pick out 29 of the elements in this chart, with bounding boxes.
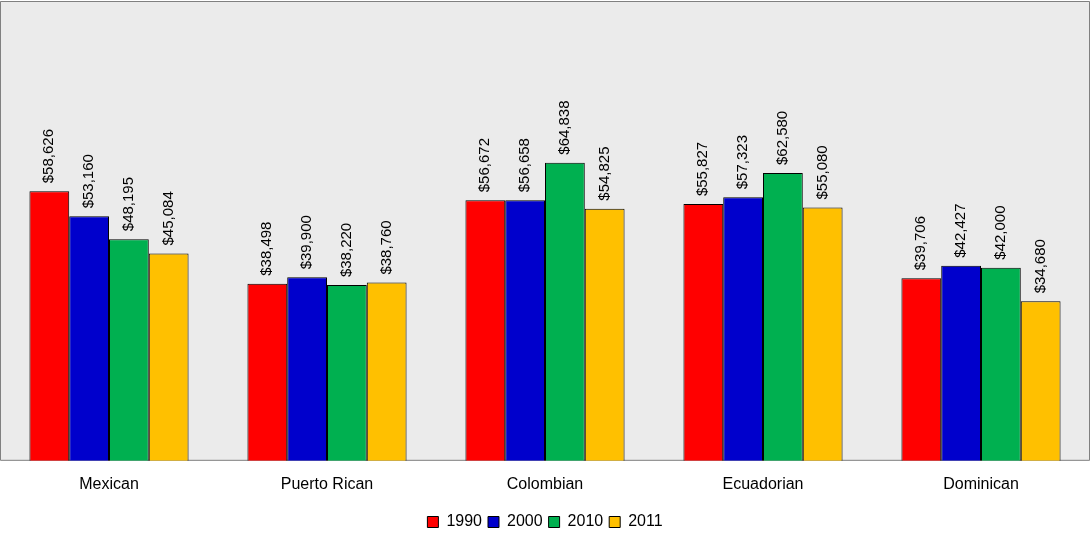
data-label: $64,838: [555, 100, 573, 155]
data-label: $34,680: [1030, 239, 1048, 294]
data-label: $56,658: [515, 138, 533, 193]
data-label: $56,672: [475, 137, 493, 193]
data-label: $38,220: [337, 222, 355, 278]
x-tick-label: Dominican: [943, 474, 1019, 492]
data-label: $55,827: [693, 141, 711, 197]
x-tick-label: Ecuadorian: [722, 474, 804, 492]
legend-label: 2010: [567, 512, 604, 530]
x-tick-label: Colombian: [506, 474, 584, 492]
legend-label: 2000: [507, 512, 543, 530]
data-label: $55,080: [812, 145, 830, 200]
data-label: $45,084: [158, 191, 176, 246]
data-label: $42,000: [991, 205, 1009, 260]
data-label: $53,160: [79, 154, 97, 209]
x-tick-label: Puerto Rican: [280, 474, 374, 492]
data-label: $58,626: [39, 129, 57, 184]
data-label: $38,760: [376, 220, 394, 275]
data-label: $39,900: [297, 215, 315, 270]
data-label: $57,323: [733, 134, 751, 190]
data-label: $39,706: [911, 216, 929, 271]
legend-label: 1990: [446, 512, 483, 530]
x-tick-label: Mexican: [79, 474, 139, 492]
data-label: $54,825: [594, 146, 612, 201]
data-label: $42,427: [951, 203, 969, 258]
data-label: $38,498: [257, 221, 275, 276]
data-label: $48,195: [119, 176, 137, 232]
data-label: $62,580: [773, 110, 791, 166]
legend-label: 2011: [628, 512, 663, 530]
